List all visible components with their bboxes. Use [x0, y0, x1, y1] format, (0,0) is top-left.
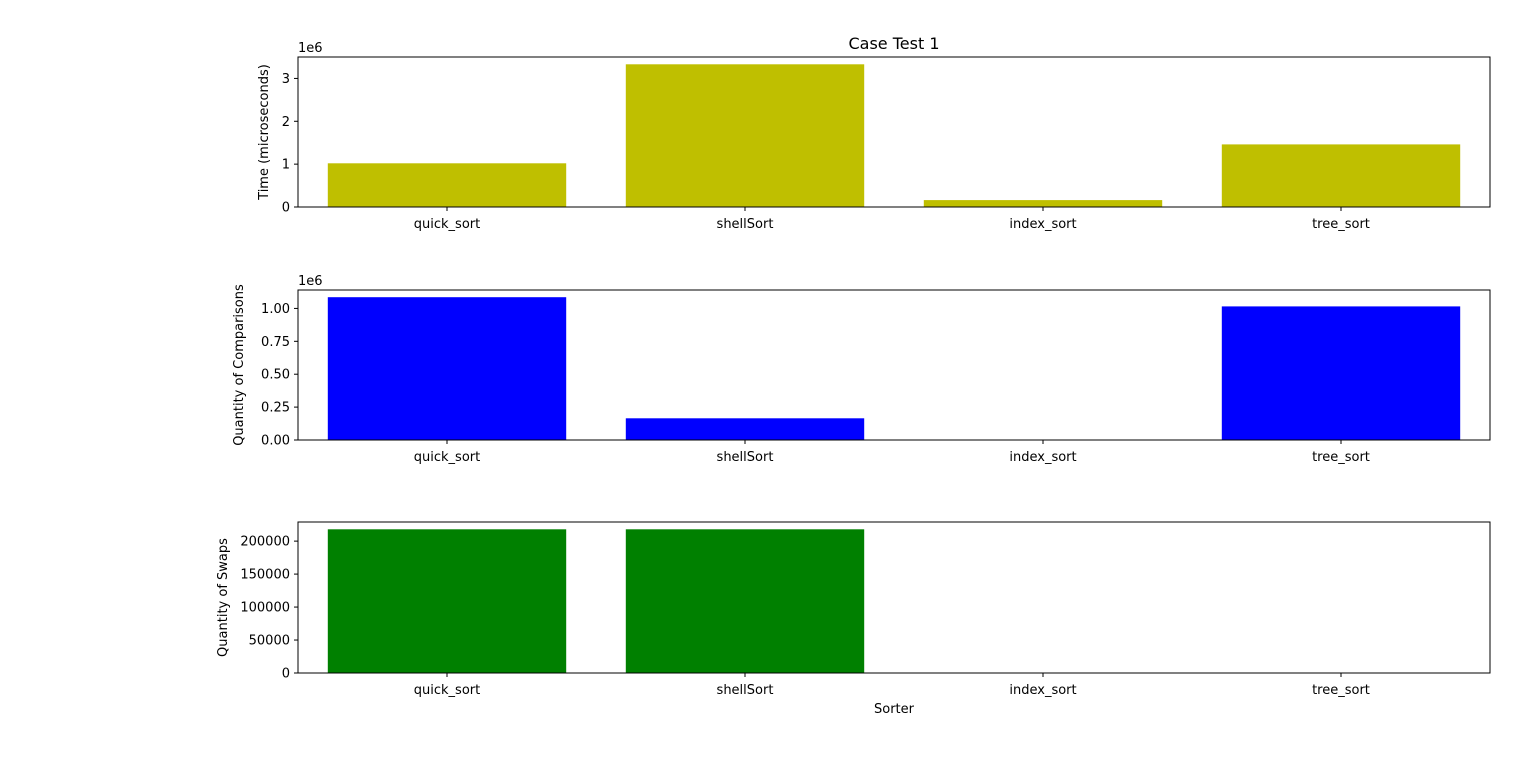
y-tick-label: 100000	[240, 601, 290, 616]
y-axis-label: Quantity of Comparisons	[232, 284, 247, 446]
axes-frame	[297, 521, 1491, 674]
x-tick-label: quick_sort	[414, 450, 480, 465]
bar-quick-sort	[327, 297, 567, 440]
y-tick-label: 3	[282, 72, 290, 87]
bar-shellSort	[625, 64, 865, 207]
chart-panel-1: quick_sort shellSort index_sort tree_sort 0 1…	[257, 34, 1491, 232]
axes-frame	[297, 56, 1491, 208]
y-tick-label: 200000	[240, 535, 290, 550]
x-tick-label: index_sort	[1009, 450, 1076, 465]
x-tick-label: index_sort	[1009, 683, 1076, 698]
y-axis-label: Time (microseconds)	[257, 64, 272, 201]
y-offset-label: 1e6	[298, 41, 323, 56]
x-tick-label: quick_sort	[414, 217, 480, 232]
y-tick-label: 1	[282, 158, 290, 173]
y-tick-label: 0	[282, 201, 290, 216]
y-offset-label: 1e6	[298, 274, 323, 289]
chart-panel-3: quick_sort shellSort index_sort tree_sort 0 5…	[216, 521, 1491, 717]
y-tick-label: 50000	[249, 634, 290, 649]
x-axis-label: Sorter	[874, 702, 915, 717]
bar-shellSort	[625, 418, 865, 440]
x-tick-label: shellSort	[717, 217, 774, 232]
y-tick-label: 0	[282, 667, 290, 682]
y-axis-label: Quantity of Swaps	[216, 538, 231, 657]
bar-quick-sort	[327, 163, 567, 207]
bar-quick-sort	[327, 529, 567, 673]
x-tick-label: tree_sort	[1312, 217, 1370, 232]
bar-index-sort	[923, 200, 1163, 207]
y-tick-label: 0.75	[261, 335, 290, 350]
y-tick-label: 0.50	[261, 368, 290, 383]
y-tick-label: 2	[282, 115, 290, 130]
x-tick-label: shellSort	[717, 450, 774, 465]
x-tick-label: shellSort	[717, 683, 774, 698]
chart-panel-2: quick_sort shellSort index_sort tree_sort 0.…	[232, 274, 1491, 465]
bar-shellSort	[625, 529, 865, 673]
y-tick-label: 150000	[240, 568, 290, 583]
bar-tree-sort	[1221, 144, 1461, 207]
chart-title: Case Test 1	[848, 34, 939, 53]
y-tick-label: 0.00	[261, 434, 290, 449]
x-tick-label: index_sort	[1009, 217, 1076, 232]
x-tick-label: quick_sort	[414, 683, 480, 698]
axes-frame	[297, 289, 1491, 441]
x-tick-label: tree_sort	[1312, 450, 1370, 465]
y-tick-label: 0.25	[261, 401, 290, 416]
bar-tree-sort	[1221, 306, 1461, 440]
x-tick-label: tree_sort	[1312, 683, 1370, 698]
y-tick-label: 1.00	[261, 302, 290, 317]
